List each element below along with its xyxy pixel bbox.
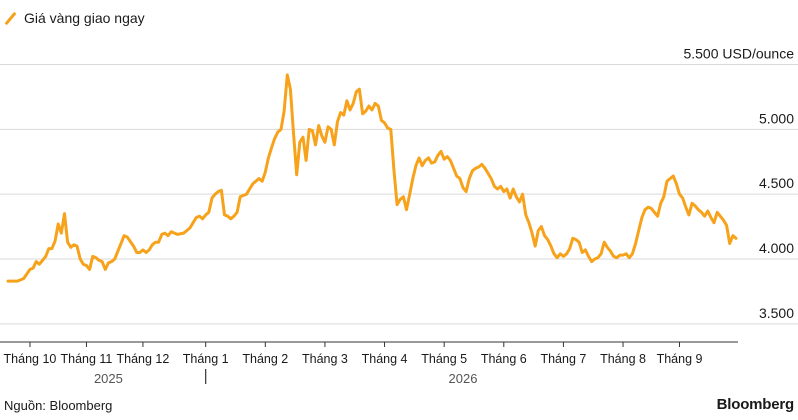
year-label: 2026 (449, 371, 478, 386)
y-tick-label: 4.500 (759, 175, 794, 191)
x-tick-label: Tháng 12 (117, 352, 170, 366)
x-tick-label: Tháng 6 (481, 352, 527, 366)
x-tick-label: Tháng 7 (540, 352, 586, 366)
x-tick-label: Tháng 10 (4, 352, 57, 366)
x-tick-label: Tháng 1 (183, 352, 229, 366)
y-tick-label: 5.000 (759, 110, 794, 126)
x-tick-label: Tháng 2 (242, 352, 288, 366)
chart-legend: Giá vàng giao ngay (4, 8, 145, 28)
y-tick-label: 4.000 (759, 240, 794, 256)
x-tick-label: Tháng 11 (60, 352, 112, 366)
y-tick-label: 3.500 (759, 305, 794, 321)
x-tick-label: Tháng 9 (657, 352, 703, 366)
x-tick-label: Tháng 3 (302, 352, 348, 366)
x-tick-label: Tháng 8 (600, 352, 646, 366)
chart-footer: Nguồn: Bloomberg Bloomberg (0, 392, 798, 420)
source-note: Nguồn: Bloomberg (4, 398, 113, 413)
x-tick-label: Tháng 4 (362, 352, 408, 366)
series-line (6, 73, 738, 283)
y-tick-label: 5.500 USD/ounce (683, 46, 794, 62)
bloomberg-logo: Bloomberg (716, 396, 795, 413)
legend-label: Giá vàng giao ngay (24, 10, 145, 26)
x-tick-label: Tháng 5 (421, 352, 467, 366)
year-label: 2025 (94, 371, 123, 386)
